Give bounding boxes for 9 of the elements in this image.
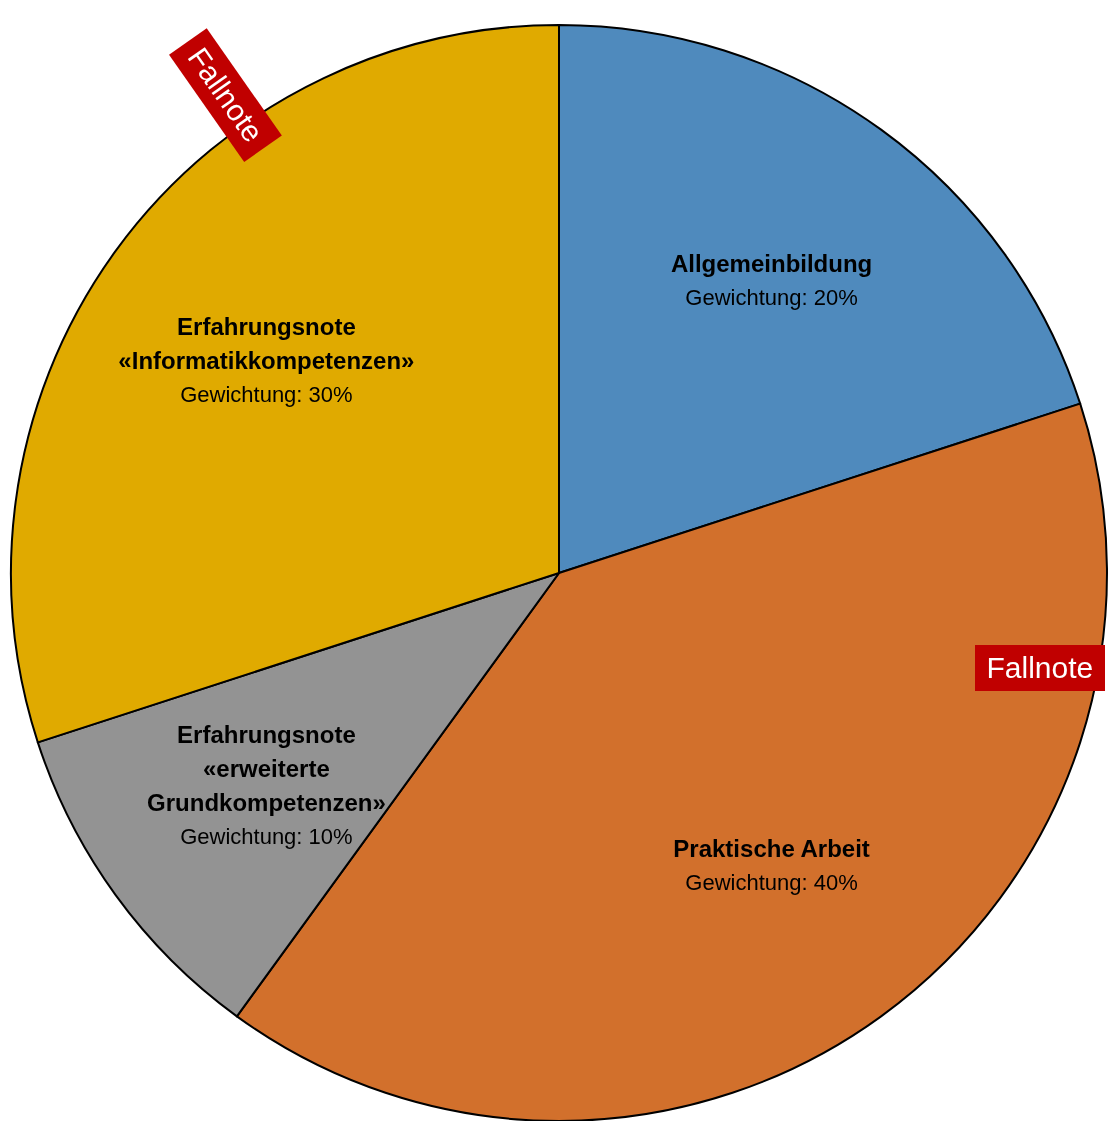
slice-label: Praktische Arbeit: [673, 835, 870, 863]
tag-label: Fallnote: [974, 645, 1106, 691]
data-label: Gewichtung: 10%: [180, 824, 353, 850]
slice-label: Allgemeinbildung: [670, 249, 873, 277]
data-label: Gewichtung: 40%: [685, 870, 858, 896]
slice-label: Erfahrungsnote «Informatikkompetenzen»: [118, 312, 415, 374]
data-label: Gewichtung: 30%: [180, 381, 353, 407]
data-label: Gewichtung: 20%: [685, 284, 858, 310]
slice-label: Erfahrungsnote «erweiterte Grundkompetenzen»: [147, 721, 386, 817]
